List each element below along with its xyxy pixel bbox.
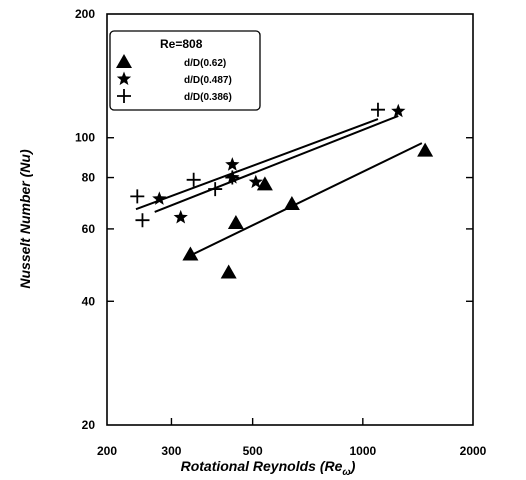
data-point [227, 215, 244, 230]
data-point [182, 246, 199, 261]
legend-items: d/D(0.62) d/D(0.487) d/D(0.386) [116, 54, 232, 103]
fit-line [135, 118, 379, 211]
data-point [173, 209, 188, 224]
data-point [186, 172, 201, 187]
y-tick-label: 40 [82, 294, 96, 308]
legend-label: d/D(0.487) [184, 75, 232, 86]
x-tick-label: 2000 [460, 444, 487, 458]
y-tick-label: 80 [82, 171, 96, 185]
data-point [225, 157, 240, 171]
x-tick-label: 300 [161, 444, 181, 458]
data-point [391, 103, 406, 118]
fit-lines [135, 114, 423, 258]
y-tick-label: 60 [82, 222, 96, 236]
y-axis-title: Nusselt Number (Nu) [17, 149, 33, 289]
fit-line [188, 142, 423, 258]
data-point [256, 176, 273, 191]
data-point [225, 170, 240, 185]
x-axis-title: Rotational Reynolds (Reω) [181, 458, 356, 478]
data-points [130, 102, 434, 279]
data-point [283, 195, 300, 210]
legend-marker [117, 89, 131, 103]
x-tick-label: 1000 [349, 444, 376, 458]
data-point [370, 102, 385, 117]
axis-tick-labels: 200 300 500 1000 2000 20 40 60 80 100 200 [75, 7, 487, 458]
x-tick-label: 200 [97, 444, 117, 458]
legend-label: d/D(0.386) [184, 92, 232, 103]
y-tick-label: 200 [75, 7, 95, 21]
legend: Re=808 d/D(0.62) d/D(0.487) d/D(0.386) [109, 30, 261, 111]
legend-marker [116, 71, 132, 86]
data-point [220, 264, 237, 279]
data-point [248, 174, 263, 189]
y-tick-label: 20 [82, 418, 96, 432]
data-point [208, 182, 223, 197]
legend-box [109, 30, 261, 111]
y-tick-label: 100 [75, 131, 95, 145]
legend-title: Re=808 [160, 37, 203, 51]
x-tick-label: 500 [243, 444, 263, 458]
legend-marker [116, 54, 132, 68]
fit-line [154, 114, 399, 213]
data-point [135, 213, 150, 228]
plot-frame [106, 13, 474, 426]
data-point [417, 142, 434, 157]
data-point [152, 191, 167, 205]
axis-ticks [107, 137, 473, 425]
data-point [130, 189, 145, 204]
legend-label: d/D(0.62) [184, 58, 226, 69]
